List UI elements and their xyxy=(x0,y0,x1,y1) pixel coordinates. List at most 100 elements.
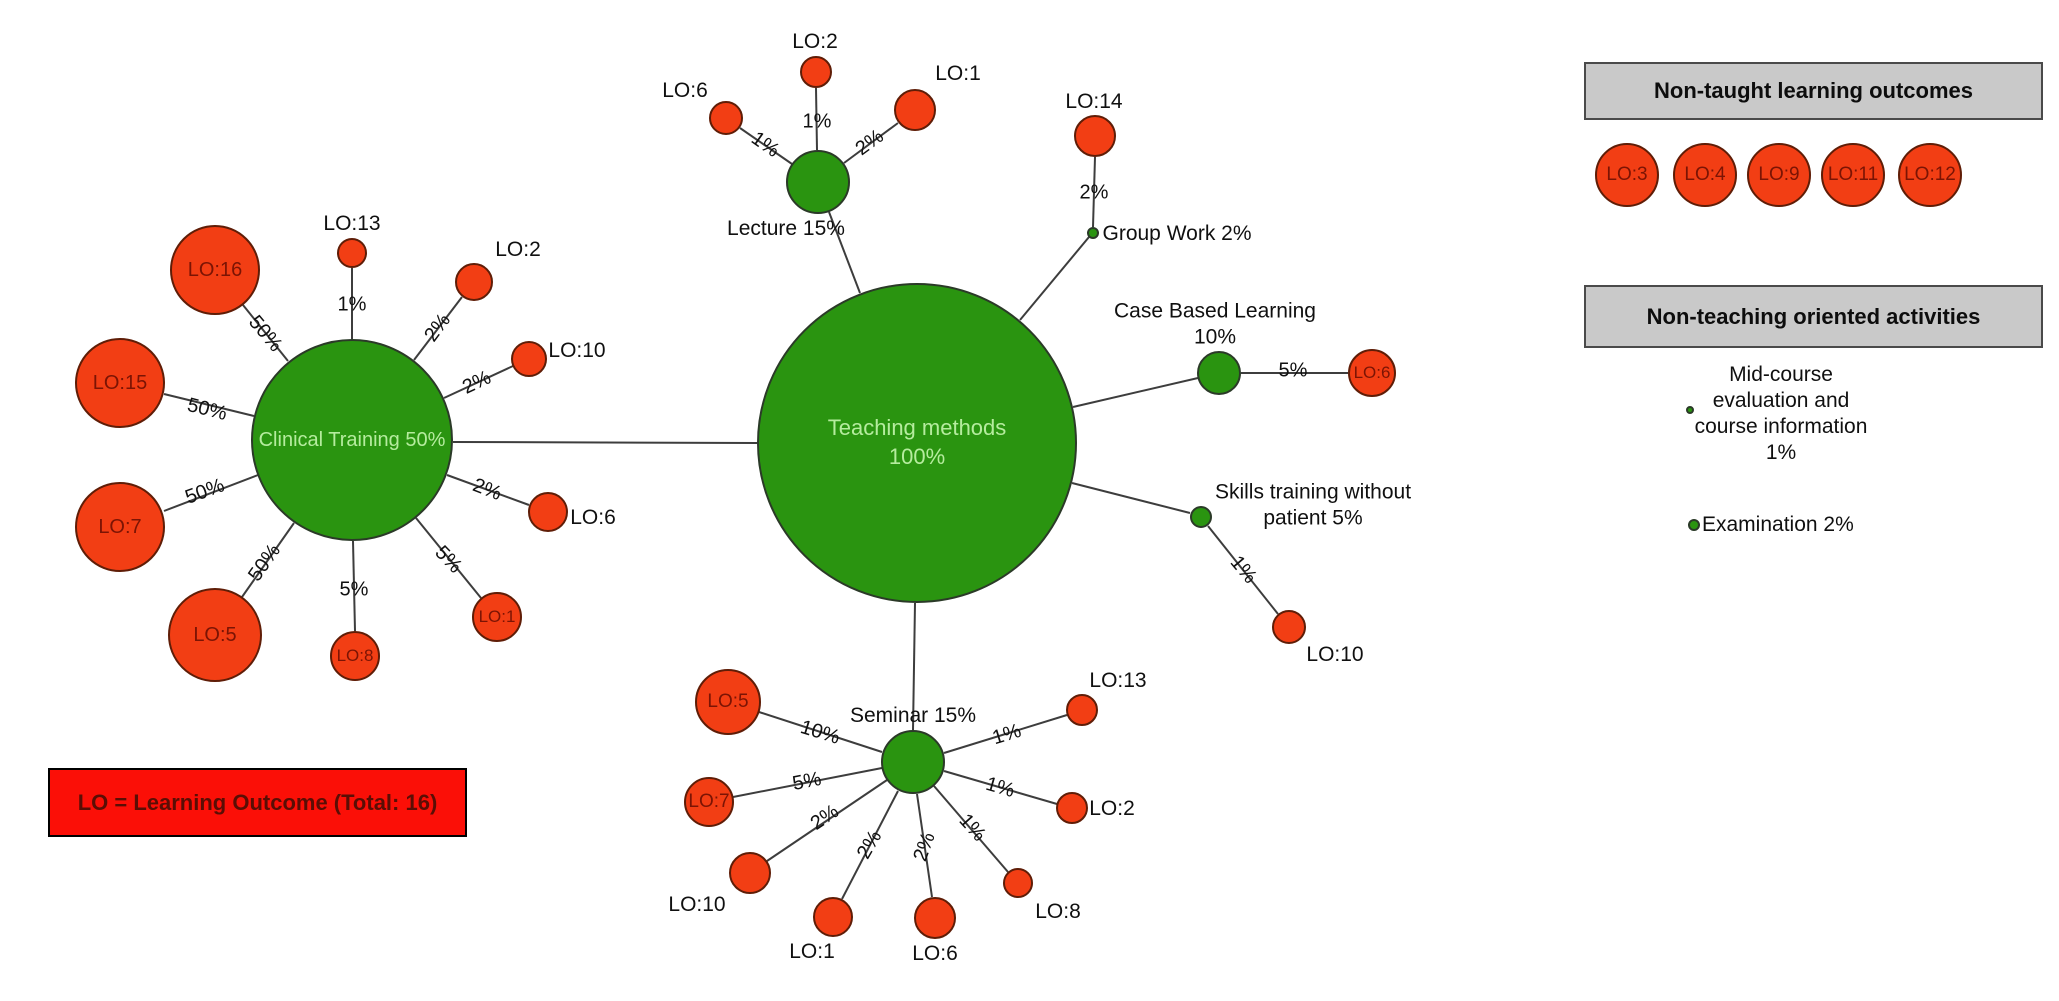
edge-percentage-label: 1% xyxy=(802,110,832,133)
edge-line xyxy=(1207,525,1279,615)
node-label-clinical-lo16: LO:16 xyxy=(187,259,243,281)
node-seminar-lo8 xyxy=(1003,868,1033,898)
edge-percentage-label: 5% xyxy=(339,578,369,601)
edge-line xyxy=(841,790,899,900)
edge-line xyxy=(163,474,259,512)
edge-line xyxy=(739,127,793,165)
non-teaching-activities-header: Non-teaching oriented activities xyxy=(1584,285,2043,348)
node-groupwork-lo14 xyxy=(1074,115,1116,157)
node-label-case-based-learning: Case Based Learning 10% xyxy=(1114,299,1316,348)
node-label-groupwork-lo14: LO:14 xyxy=(1065,90,1123,114)
node-seminar-lo2 xyxy=(1056,792,1088,824)
node-label-nontaught-lo11: LO:11 xyxy=(1827,163,1879,185)
node-label-skills-lo10: LO:10 xyxy=(1306,643,1364,667)
node-group-work xyxy=(1087,227,1099,239)
node-seminar-lo6 xyxy=(914,897,956,939)
node-label-lecture-lo6: LO:6 xyxy=(662,79,708,103)
node-label-lecture-lo1: LO:1 xyxy=(935,62,981,86)
edge-line xyxy=(413,296,463,361)
node-teaching-methods: Teaching methods 100% xyxy=(757,283,1077,603)
legend-box: LO = Learning Outcome (Total: 16) xyxy=(48,768,467,837)
node-lecture-lo6 xyxy=(709,101,743,135)
node-seminar-lo1 xyxy=(813,897,853,937)
edge-percentage-label: 1% xyxy=(337,293,367,316)
node-label-seminar: Seminar 15% xyxy=(849,704,977,728)
edge-line xyxy=(452,441,758,444)
node-clinical-lo8: LO:8 xyxy=(330,631,380,681)
node-nontaught-lo4: LO:4 xyxy=(1673,143,1737,207)
node-nontaught-lo9: LO:9 xyxy=(1747,143,1811,207)
node-seminar-lo10 xyxy=(729,852,771,894)
edge-line xyxy=(758,711,883,753)
node-lecture-lo1 xyxy=(894,89,936,131)
node-skills-training xyxy=(1190,506,1212,528)
node-seminar-lo5: LO:5 xyxy=(695,669,761,735)
node-seminar-lo13 xyxy=(1066,694,1098,726)
node-lecture xyxy=(786,150,850,214)
node-clinical-training: Clinical Training 50% xyxy=(251,339,453,541)
node-label-clinical-lo8: LO:8 xyxy=(336,645,374,665)
edge-percentage-label: 2% xyxy=(1079,181,1109,204)
node-label-clinical-lo1: LO:1 xyxy=(478,606,516,626)
node-lecture-lo2 xyxy=(800,56,832,88)
edge-line xyxy=(242,304,289,362)
node-label-group-work: Group Work 2% xyxy=(1102,222,1252,246)
node-label-seminar-lo10: LO:10 xyxy=(668,893,726,917)
node-clinical-lo10 xyxy=(511,341,547,377)
legend-text: LO = Learning Outcome (Total: 16) xyxy=(77,789,438,815)
edge-line xyxy=(163,393,255,417)
edge-line xyxy=(828,211,861,294)
node-skills-lo10 xyxy=(1272,610,1306,644)
node-examination-dot xyxy=(1688,519,1700,531)
node-label-clinical-training: Clinical Training 50% xyxy=(258,429,446,451)
examination-label: Examination 2% xyxy=(1702,513,1854,536)
node-label-clinical-lo6: LO:6 xyxy=(570,506,616,530)
edge-line xyxy=(943,770,1058,805)
edge-line xyxy=(1072,377,1199,408)
edge-percentage-label: 5% xyxy=(1278,359,1308,382)
node-label-clinical-lo7: LO:7 xyxy=(98,516,142,538)
non-taught-outcomes-title: Non-taught learning outcomes xyxy=(1654,78,1973,103)
node-label-clinical-lo15: LO:15 xyxy=(92,372,148,394)
node-clinical-lo13 xyxy=(337,238,367,268)
node-label-seminar-lo5: LO:5 xyxy=(707,690,749,712)
midcourse-evaluation-label: Mid-course evaluation and course informa… xyxy=(1694,363,1868,464)
node-label-clinical-lo13: LO:13 xyxy=(323,212,381,236)
node-label-skills-training: Skills training without patient 5% xyxy=(1214,480,1412,529)
edge-line xyxy=(815,87,818,151)
node-clinical-lo15: LO:15 xyxy=(75,338,165,428)
node-label-teaching-methods: Teaching methods 100% xyxy=(827,415,1007,469)
edge-line xyxy=(443,365,514,399)
node-case-based-learning xyxy=(1197,351,1241,395)
node-label-nontaught-lo4: LO:4 xyxy=(1684,163,1726,185)
edge-line xyxy=(912,602,916,731)
node-seminar xyxy=(881,730,945,794)
non-teaching-activities-title: Non-teaching oriented activities xyxy=(1646,303,1981,329)
node-label-clinical-lo10: LO:10 xyxy=(548,339,606,363)
node-cbl-lo6: LO:6 xyxy=(1348,349,1396,397)
node-label-seminar-lo2: LO:2 xyxy=(1089,797,1135,821)
edge-line xyxy=(732,767,883,798)
edge-line xyxy=(843,122,899,164)
node-midcourse-dot xyxy=(1686,406,1694,414)
node-clinical-lo16: LO:16 xyxy=(170,225,260,315)
edge-line xyxy=(933,785,1009,873)
node-clinical-lo1: LO:1 xyxy=(472,592,522,642)
edge-line xyxy=(415,517,482,599)
node-label-cbl-lo6: LO:6 xyxy=(1353,362,1391,382)
edge-line xyxy=(241,522,295,598)
node-nontaught-lo3: LO:3 xyxy=(1595,143,1659,207)
node-label-clinical-lo2: LO:2 xyxy=(495,238,541,262)
node-label-nontaught-lo12: LO:12 xyxy=(1904,163,1956,185)
node-label-lecture: Lecture 15% xyxy=(727,217,845,241)
node-clinical-lo6 xyxy=(528,492,568,532)
node-label-lecture-lo2: LO:2 xyxy=(792,30,838,54)
node-nontaught-lo11: LO:11 xyxy=(1821,143,1885,207)
node-label-seminar-lo13: LO:13 xyxy=(1089,669,1147,693)
edge-line xyxy=(352,540,356,632)
edge-line xyxy=(446,474,530,506)
node-seminar-lo7: LO:7 xyxy=(684,777,734,827)
edge-line xyxy=(943,714,1068,754)
